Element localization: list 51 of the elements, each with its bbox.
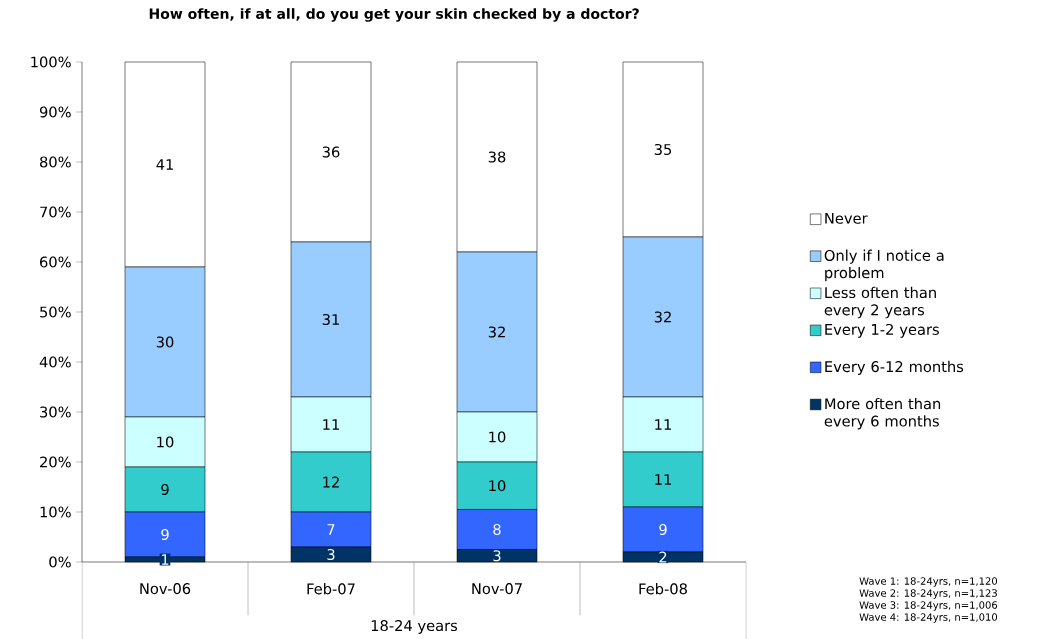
- data-label: 8: [493, 523, 501, 536]
- data-label: 9: [659, 523, 667, 536]
- legend-label: Every 1-2 years: [825, 323, 939, 338]
- legend-label: Less often than every 2 years: [824, 286, 936, 319]
- data-label: 41: [156, 159, 173, 170]
- data-label: 30: [156, 336, 174, 348]
- text: Wave 2: 18-24yrs, n=1,123: [859, 589, 997, 599]
- y-tick-label: 40%: [39, 356, 71, 368]
- data-label: 11: [655, 419, 671, 430]
- data-label: 10: [489, 431, 506, 443]
- data-label: 35: [654, 143, 672, 156]
- x-tick-label: Feb-08: [639, 583, 687, 595]
- legend-label: Only if I notice a problem: [824, 249, 944, 282]
- chart-title: How often, if at all, do you get your skin checked by a doctor?: [149, 8, 639, 22]
- data-label: 10: [489, 480, 506, 492]
- legend-label: Never: [825, 212, 868, 224]
- x-tick-label: Feb-07: [307, 583, 355, 595]
- data-label: 9: [161, 528, 169, 541]
- x-tick-label: Nov-07: [472, 583, 522, 595]
- data-label: 9: [161, 483, 169, 496]
- y-tick-label: 70%: [40, 206, 71, 218]
- y-tick-label: 60%: [40, 256, 71, 268]
- legend-label: Every 6-12 months: [825, 360, 964, 375]
- y-tick-label: 0%: [49, 556, 71, 568]
- data-label: 12: [323, 476, 339, 488]
- data-label: 1: [161, 554, 169, 565]
- data-label: 10: [157, 436, 174, 448]
- x-axis-title: 18-24 years: [371, 620, 458, 634]
- data-label: 7: [327, 524, 335, 535]
- x-tick-label: Nov-06: [140, 583, 191, 595]
- y-tick-label: 20%: [40, 456, 71, 468]
- data-label: 38: [488, 151, 506, 163]
- legend-label: More often than every 6 months: [824, 397, 941, 430]
- text: Wave 1: 18-24yrs, n=1,120: [859, 577, 998, 587]
- data-label: 11: [655, 474, 671, 485]
- data-label: 11: [323, 419, 339, 430]
- data-label: 3: [493, 550, 501, 562]
- data-label: 32: [488, 326, 505, 338]
- text: Wave 4: 18-24yrs, n=1,010: [859, 613, 998, 623]
- text: Wave 3: 18-24yrs, n=1,006: [859, 601, 998, 611]
- data-label: 32: [654, 311, 671, 323]
- data-label: 2: [659, 551, 667, 563]
- y-tick-label: 50%: [40, 306, 71, 318]
- y-tick-label: 90%: [39, 106, 71, 118]
- y-tick-label: 100%: [31, 56, 71, 68]
- y-tick-label: 30%: [40, 406, 71, 418]
- y-tick-label: 10%: [40, 506, 71, 518]
- data-label: 3: [327, 548, 335, 561]
- y-tick-label: 80%: [40, 156, 71, 168]
- data-label: 36: [322, 146, 340, 158]
- data-label: 31: [322, 313, 339, 326]
